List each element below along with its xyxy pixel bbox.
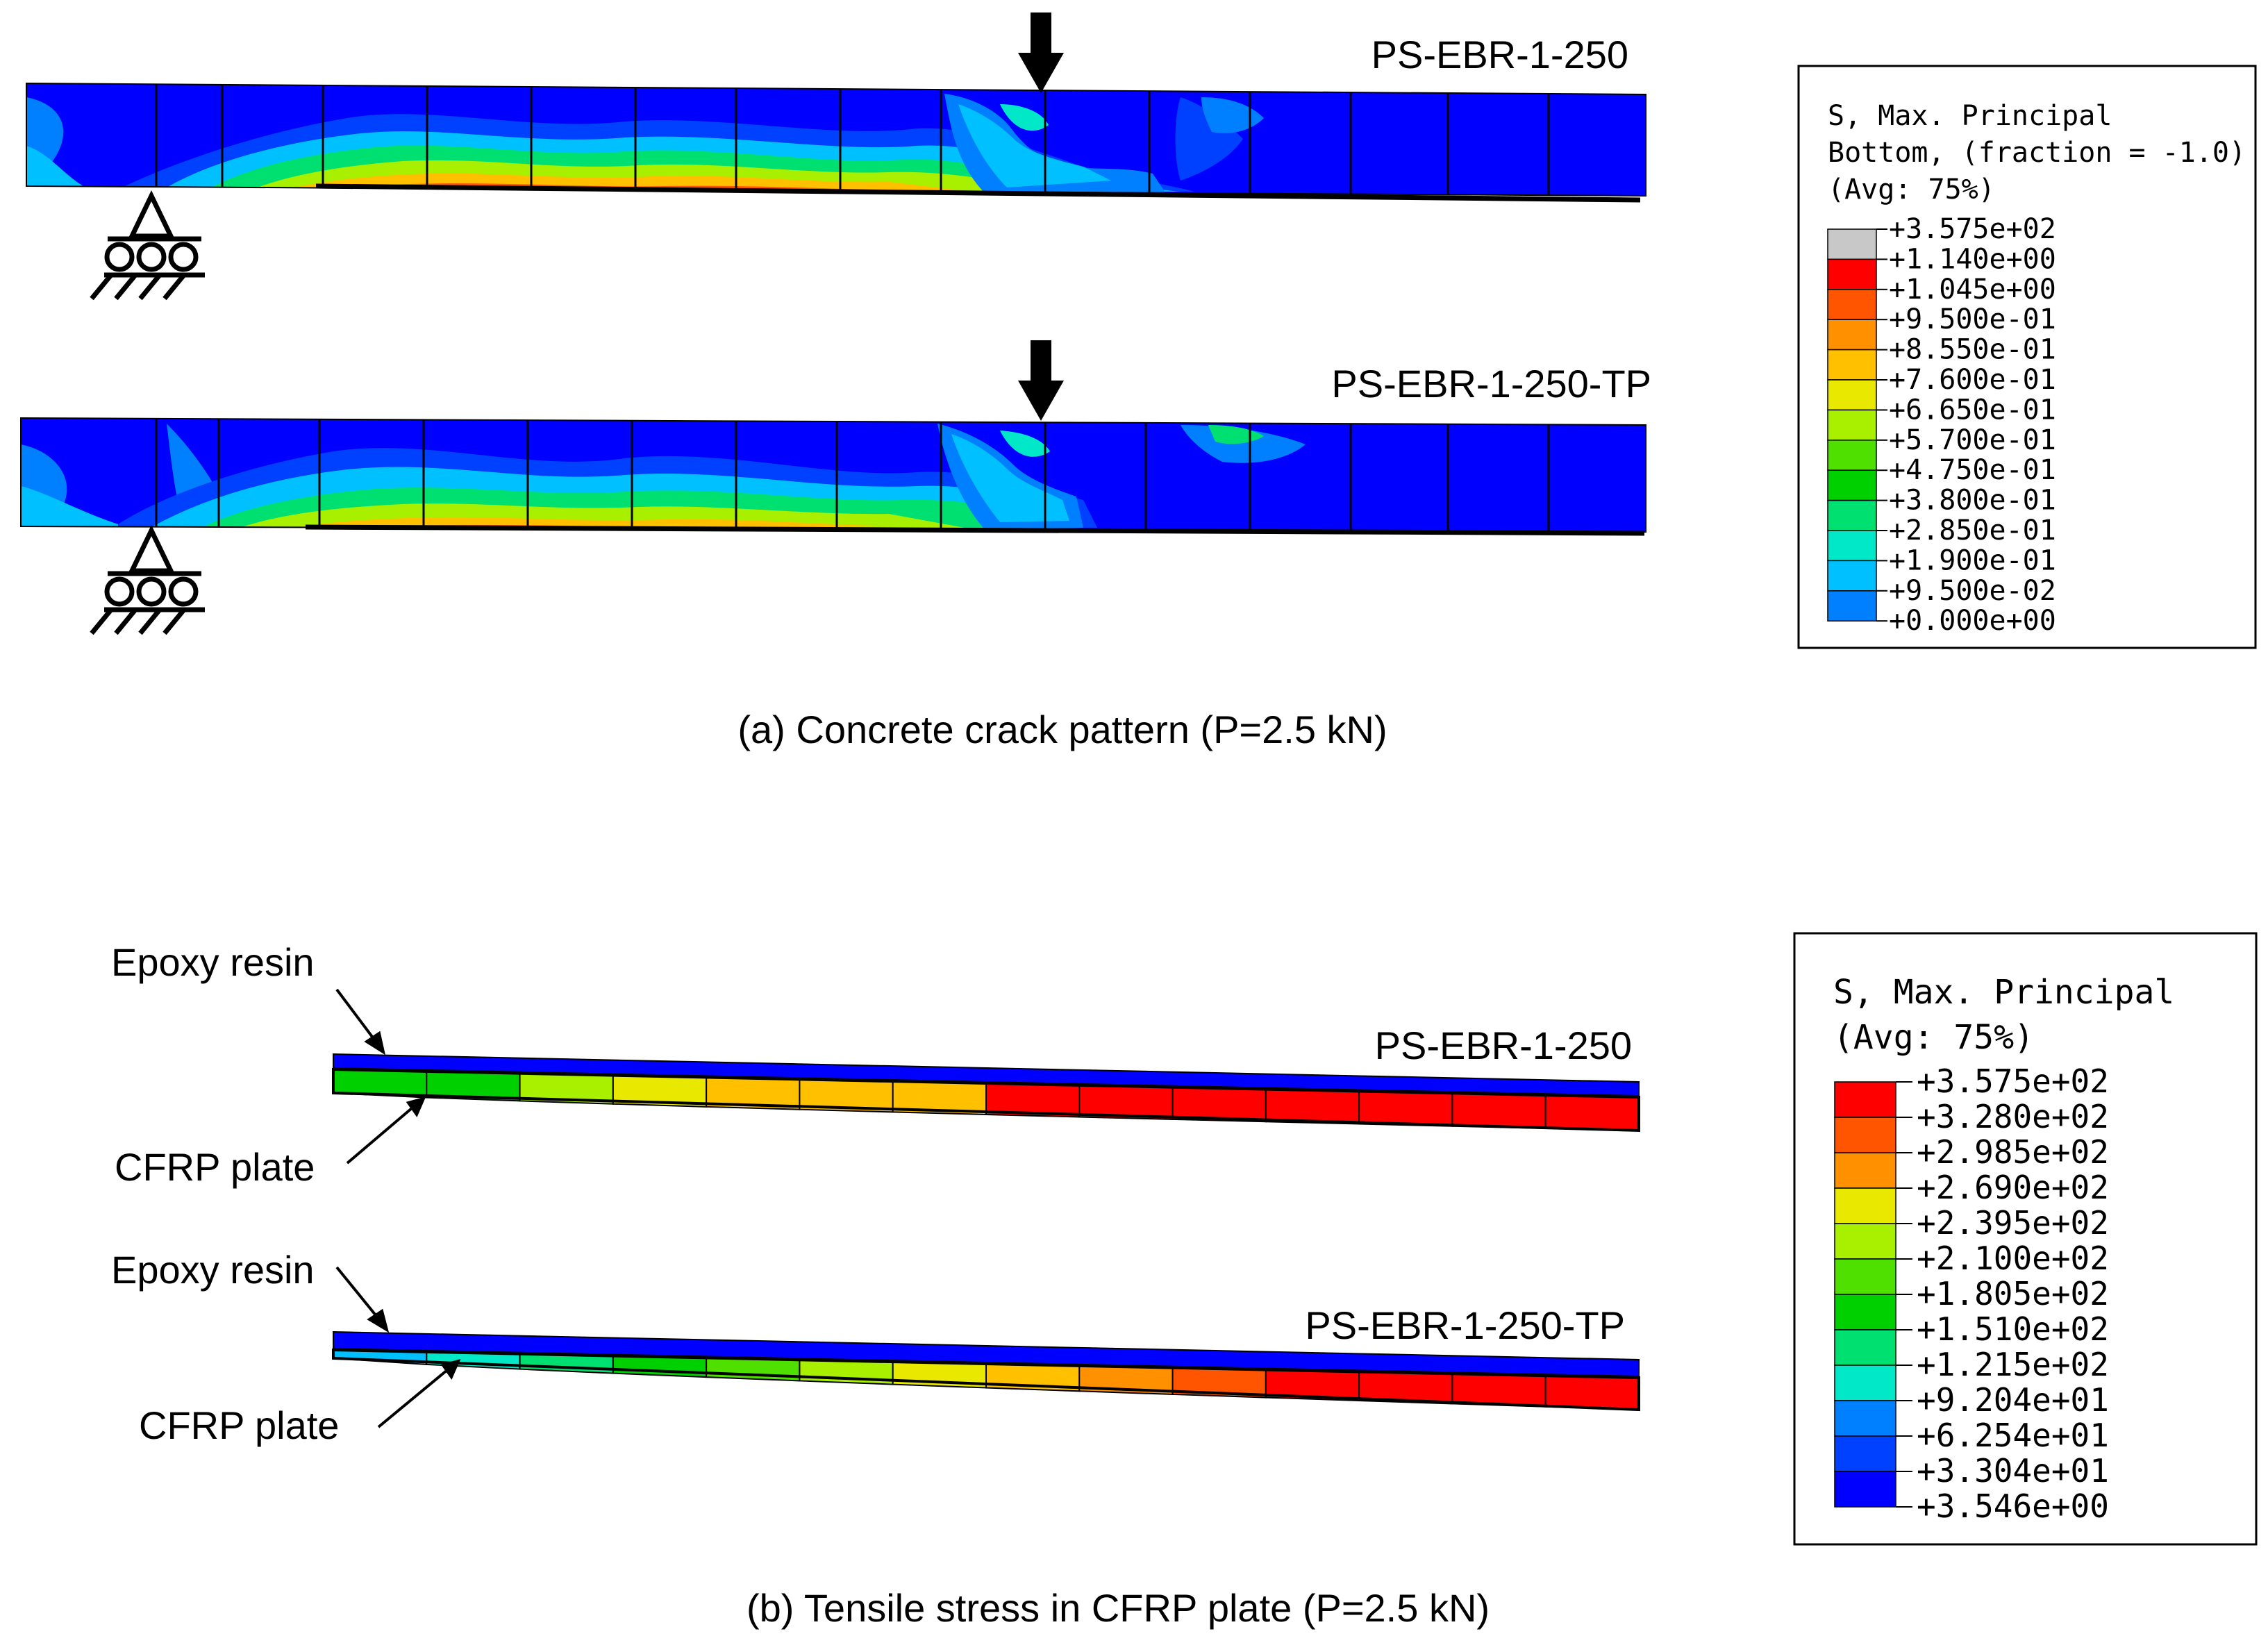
mesh-lines [155, 418, 1550, 532]
cfrp-label: CFRP plate [115, 1145, 315, 1189]
cfrp-elements [333, 1068, 1640, 1132]
legend-value: +1.215e+02 [1917, 1346, 2109, 1383]
mesh-lines [155, 83, 1550, 196]
beam-contour-ps-ebr-1-250-tp [20, 417, 1646, 536]
pointer-arrow-icon [335, 988, 385, 1056]
down-arrow-icon [1018, 340, 1064, 421]
legend-swatches [1834, 1081, 1896, 1508]
legend-swatch [1834, 1294, 1896, 1330]
cfrp-element [612, 1355, 708, 1378]
legend-value: +6.650e-01 [1889, 394, 2056, 426]
legend-value: +2.850e-01 [1889, 515, 2056, 547]
cfrp-plate-ps-ebr-1-250-tp [332, 1330, 1640, 1412]
legend-swatch [1827, 530, 1877, 562]
legend-swatch [1834, 1223, 1896, 1260]
legend-swatch [1834, 1471, 1896, 1508]
legend-title: S, Max. Principal [1833, 973, 2174, 1012]
legend-value: +9.204e+01 [1917, 1381, 2109, 1419]
cfrp-element [1265, 1088, 1360, 1125]
panel-a: PS-EBR-1-250 [20, 12, 2257, 751]
legend-value: +3.304e+01 [1917, 1452, 2109, 1490]
legend-value: +2.690e+02 [1917, 1169, 2109, 1206]
legend-swatch [1827, 560, 1877, 592]
legend-swatch [1827, 228, 1877, 260]
legend-value: +1.045e+00 [1889, 274, 2056, 306]
legend-title: S, Max. Principal [1828, 100, 2112, 132]
pointer-arrow-icon [335, 1266, 390, 1333]
legend-swatch [1834, 1117, 1896, 1153]
legend-value: +1.900e-01 [1889, 544, 2056, 576]
legend-swatch [1834, 1081, 1896, 1118]
legend-value: +6.254e+01 [1917, 1417, 2109, 1454]
legend-swatch [1827, 289, 1877, 320]
epoxy-label: Epoxy resin [111, 940, 315, 984]
legend-swatch [1827, 379, 1877, 411]
legend-value: +1.805e+02 [1917, 1275, 2109, 1312]
legend-value: +9.500e-02 [1889, 575, 2056, 607]
legend-value: +3.575e+02 [1889, 213, 2056, 245]
legend-value: +2.100e+02 [1917, 1240, 2109, 1277]
legend-value: +1.140e+00 [1889, 243, 2056, 275]
legend-value: +5.700e-01 [1889, 424, 2056, 456]
legend-swatch [1827, 349, 1877, 381]
legend-swatch [1834, 1152, 1896, 1189]
cfrp-element [1451, 1092, 1546, 1129]
legend-panel-b: S, Max. Principal (Avg: 75%) +3.575e+02+… [1793, 932, 2258, 1546]
legend-swatch [1827, 319, 1877, 351]
legend-value: +3.575e+02 [1917, 1062, 2109, 1100]
legend-swatch [1827, 440, 1877, 471]
legend-panel-a: S, Max. Principal Bottom, (fraction = -1… [1797, 65, 2257, 649]
legend-value: +9.500e-01 [1889, 303, 2056, 335]
legend-swatch [1834, 1187, 1896, 1224]
legend-swatch [1827, 469, 1877, 501]
legend-swatch [1827, 258, 1877, 290]
legend-value: +2.985e+02 [1917, 1133, 2109, 1171]
beam-contour-ps-ebr-1-250 [26, 82, 1646, 203]
legend-swatch [1827, 590, 1877, 621]
panel-b: PS-EBR-1-250 Epoxy resin CFRP plate PS-E… [111, 932, 2258, 1630]
roller-support-icon [90, 524, 205, 635]
pointer-arrow-icon [346, 1096, 426, 1165]
caption-a: (a) Concrete crack pattern (P=2.5 kN) [737, 708, 1387, 751]
legend-subtitle: Bottom, (fraction = -1.0) [1828, 137, 2246, 169]
legend-swatch [1834, 1365, 1896, 1401]
legend-swatch [1834, 1258, 1896, 1295]
legend-value: +1.510e+02 [1917, 1310, 2109, 1348]
legend-value: +3.800e-01 [1889, 485, 2056, 517]
legend-swatches [1827, 228, 1877, 621]
cfrp-plate-line [315, 183, 1641, 203]
legend-swatch [1834, 1400, 1896, 1437]
plate-label: PS-EBR-1-250-TP [1305, 1303, 1625, 1347]
roller-support-icon [90, 190, 205, 301]
cfrp-label: CFRP plate [139, 1403, 339, 1447]
legend-labels: +3.575e+02+1.140e+00+1.045e+00+9.500e-01… [1876, 213, 2056, 637]
legend-swatch [1827, 499, 1877, 531]
caption-b: (b) Tensile stress in CFRP plate (P=2.5 … [747, 1586, 1490, 1630]
legend-avg: (Avg: 75%) [1833, 1018, 2034, 1057]
legend-labels: +3.575e+02+3.280e+02+2.985e+02+2.690e+02… [1896, 1062, 2109, 1525]
legend-value: +4.750e-01 [1889, 454, 2056, 486]
cfrp-element [1544, 1375, 1640, 1411]
plate-label: PS-EBR-1-250 [1375, 1024, 1632, 1067]
cfrp-plate-ps-ebr-1-250 [332, 1053, 1640, 1133]
legend-value: +7.600e-01 [1889, 364, 2056, 396]
beam-label: PS-EBR-1-250-TP [1331, 362, 1651, 406]
down-arrow-icon [1018, 12, 1064, 93]
legend-value: +8.550e-01 [1889, 334, 2056, 366]
legend-swatch [1834, 1329, 1896, 1366]
epoxy-label: Epoxy resin [111, 1248, 315, 1292]
legend-swatch [1827, 409, 1877, 441]
legend-value: +3.280e+02 [1917, 1098, 2109, 1135]
beam-label: PS-EBR-1-250 [1371, 33, 1628, 76]
legend-value: +3.546e+00 [1917, 1487, 2109, 1525]
legend-value: +2.395e+02 [1917, 1204, 2109, 1242]
legend-swatch [1834, 1435, 1896, 1472]
cfrp-element [1358, 1090, 1453, 1127]
legend-avg: (Avg: 75%) [1828, 174, 1995, 206]
legend-value: +0.000e+00 [1889, 605, 2056, 637]
cfrp-element [1544, 1094, 1640, 1132]
pointer-arrow-icon [377, 1358, 461, 1428]
cfrp-plate-line [305, 524, 1645, 536]
